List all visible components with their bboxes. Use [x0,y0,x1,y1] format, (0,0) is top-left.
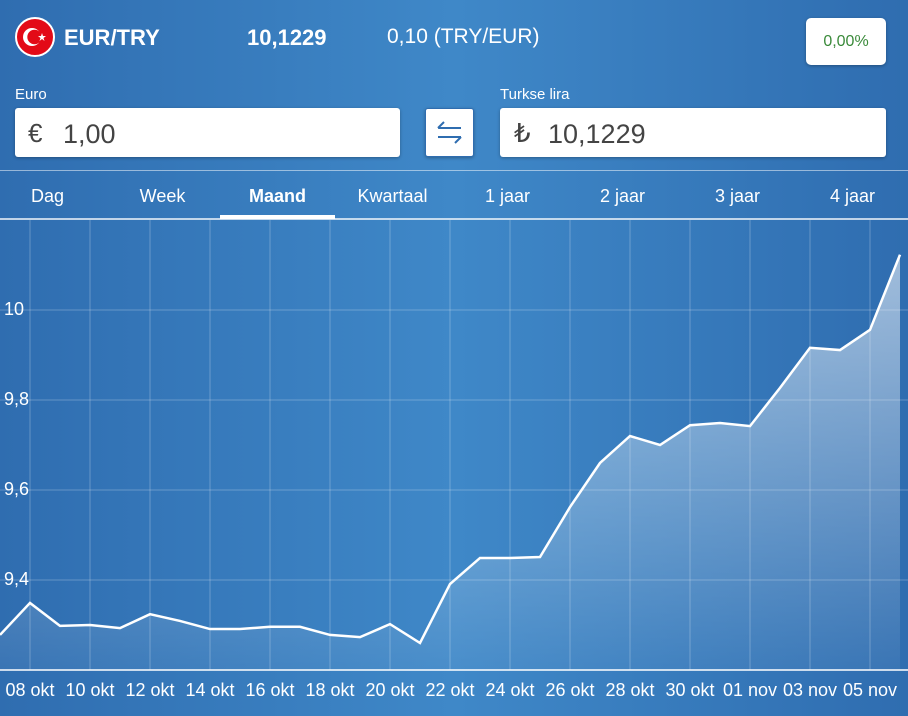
x-tick-label: 03 nov [783,680,837,700]
x-tick-label: 30 okt [665,680,714,700]
divider [0,170,908,171]
inverse-rate: 0,10 (TRY/EUR) [387,25,540,48]
x-tick-label: 20 okt [365,680,414,700]
to-label: Turkse lira [500,86,570,103]
tab[interactable]: 1 jaar [484,186,531,206]
currency-symbol: ₺ [514,118,531,148]
amount: 10,1229 [548,119,646,149]
y-tick-label: 9,6 [4,479,29,499]
x-tick-label: 08 okt [5,680,54,700]
change-badge: 0,00% [806,18,886,65]
from-input[interactable]: € 1,00 [15,108,400,157]
currency-symbol: € [28,118,43,148]
from-label: Euro [15,86,47,103]
tab[interactable]: 2 jaar [599,186,646,206]
x-tick-label: 22 okt [425,680,474,700]
x-tick-label: 18 okt [305,680,354,700]
to-input[interactable]: ₺ 10,1229 [500,108,886,157]
pair: EUR/TRY [64,25,160,50]
x-tick-label: 12 okt [125,680,174,700]
y-tick-label: 10 [4,299,24,319]
y-tick-label: 9,4 [4,569,29,589]
amount: 1,00 [63,119,116,149]
tab[interactable]: Dag [30,186,65,206]
x-tick-label: 14 okt [185,680,234,700]
line [0,254,902,645]
tab[interactable]: 4 jaar [829,186,876,206]
swap-button[interactable] [425,108,474,157]
x-tick-label: 28 okt [605,680,654,700]
swap-icon [437,121,462,144]
rate: 10,1229 [247,25,327,50]
tab[interactable]: Week [139,186,186,206]
x-tick-label: 01 nov [723,680,777,700]
x-tick-label: 16 okt [245,680,294,700]
flag-icon [15,17,55,57]
chart: 9,4 9,6 9,8 10 08 okt 10 okt 12 okt 14 okt 16 ok… [0,220,908,700]
x-tick-label: 24 okt [485,680,534,700]
y-tick-label: 9,8 [4,389,29,409]
x-tick-label: 26 okt [545,680,594,700]
tab[interactable]: 3 jaar [714,186,761,206]
x-tick-label: 05 nov [843,680,897,700]
tab[interactable]: Kwartaal [357,186,428,206]
divider [0,218,908,220]
area [0,254,900,670]
x-tick-label: 10 okt [65,680,114,700]
tab[interactable]: Maand [220,170,335,219]
